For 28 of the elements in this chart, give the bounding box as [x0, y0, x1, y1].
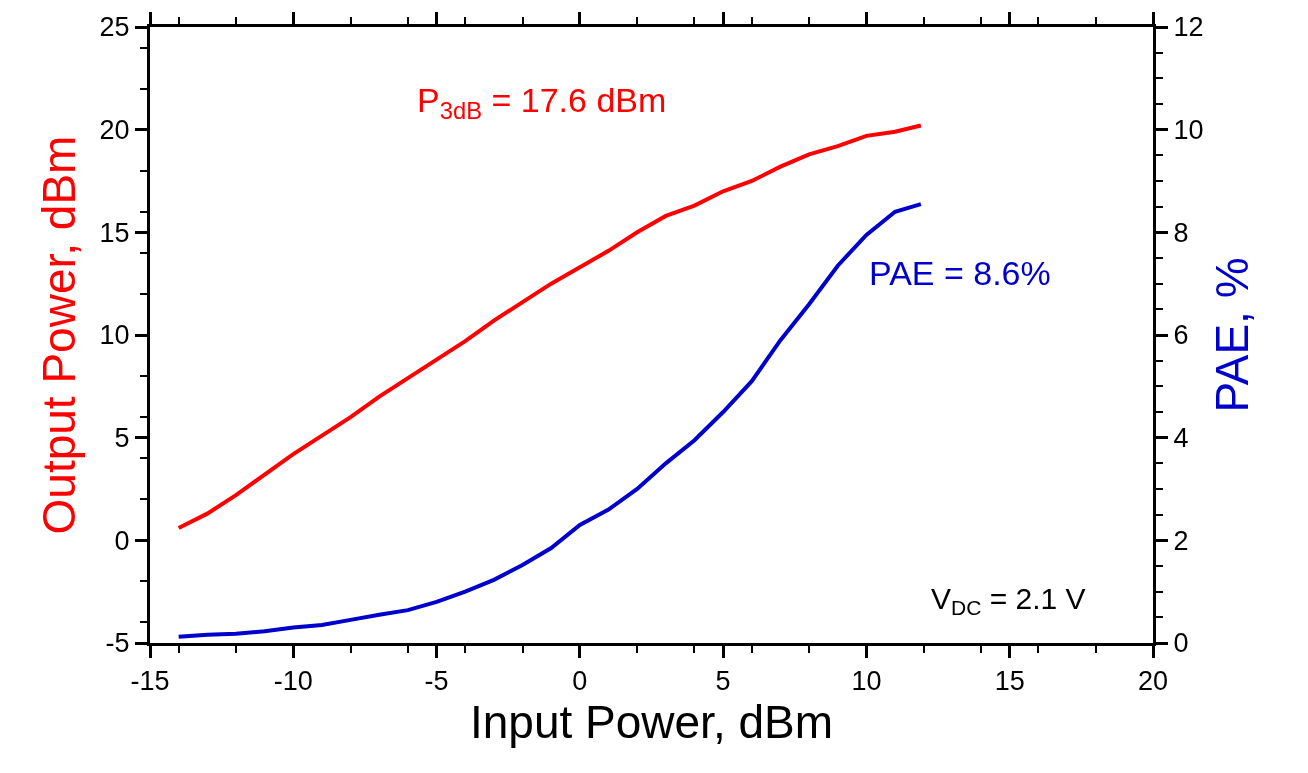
y-tick-label: 20 [99, 115, 130, 146]
y2-tick-label: 8 [1173, 217, 1189, 248]
y2-tick-label: 12 [1173, 12, 1204, 43]
annotation: P$_{3dB}$ = 17.6 dBm [417, 81, 667, 125]
x-tick-label: 20 [1137, 666, 1169, 697]
y2-axis-title: PAE, % [1206, 257, 1259, 413]
x-axis-title: Input Power, dBm [469, 696, 834, 749]
y-axis-title: Output Power, dBm [32, 135, 85, 535]
y-tick-label: 25 [99, 12, 130, 43]
y-tick-label: 5 [114, 423, 130, 454]
annotation: PAE = 8.6% [869, 254, 1051, 292]
y-tick-label: -5 [105, 628, 130, 659]
y-tick-label: 15 [99, 217, 130, 248]
y2-tick-label: 6 [1173, 320, 1189, 351]
x-tick-label: -10 [273, 666, 313, 697]
annotation: V$_{DC}$ = 2.1 V [931, 582, 1086, 620]
y2-tick-label: 2 [1173, 525, 1189, 556]
x-tick-label: 5 [715, 666, 731, 697]
y2-tick-label: 10 [1173, 115, 1204, 146]
x-tick-label: 10 [851, 666, 882, 697]
y2-tick-label: 0 [1173, 628, 1189, 659]
x-tick-label: -5 [424, 666, 449, 697]
y-tick-label: 10 [99, 320, 130, 351]
x-tick-label: -15 [130, 666, 170, 697]
y-tick-label: 0 [114, 525, 130, 556]
y2-tick-label: 4 [1173, 423, 1189, 454]
x-tick-label: 0 [572, 666, 588, 697]
x-tick-label: 15 [994, 666, 1025, 697]
